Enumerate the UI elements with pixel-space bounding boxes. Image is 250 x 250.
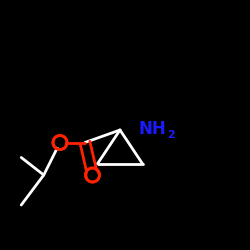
- Text: NH: NH: [139, 120, 166, 138]
- Circle shape: [56, 138, 64, 147]
- Circle shape: [88, 170, 97, 179]
- Text: 2: 2: [168, 130, 175, 140]
